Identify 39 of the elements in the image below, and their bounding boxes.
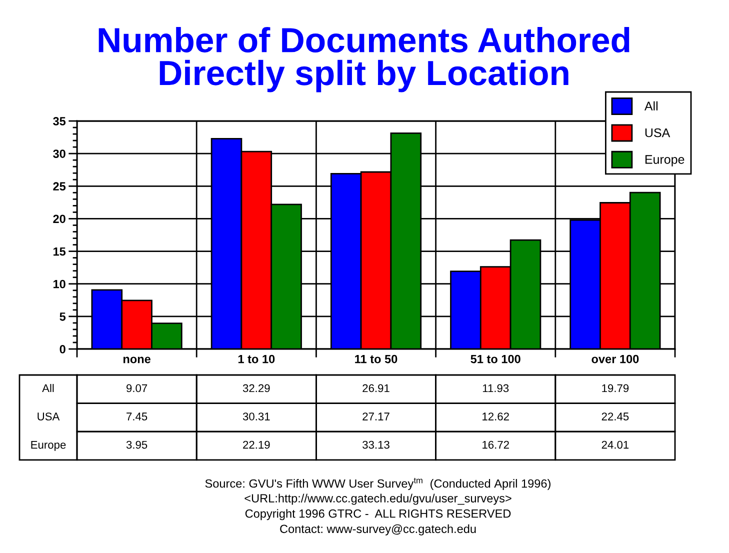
data-label: 30.31: [242, 412, 270, 420]
text: All: [42, 384, 54, 392]
y-tick-label: 35: [53, 117, 66, 126]
x-tick-label: 51 to 100: [470, 354, 520, 364]
data-label: 27.17: [362, 412, 390, 420]
y-tick-label: 0: [60, 345, 66, 354]
y-tick-label: 5: [60, 312, 66, 321]
x-tick-label: none: [123, 356, 150, 364]
text: <URL:http://www.cc.gatech.edu/gvu/user_surveys>: [244, 494, 512, 505]
text: USA: [38, 412, 60, 420]
data-label: 19.79: [602, 384, 629, 392]
y-tick-label: 10: [54, 280, 66, 288]
legend-label: All: [644, 101, 658, 110]
data-label: 12.62: [482, 412, 509, 420]
x-tick-label: 11 to 50: [355, 354, 398, 364]
legend-label: Europe: [645, 155, 684, 166]
y-tick-label: 25: [53, 182, 66, 191]
data-label: 32.29: [242, 384, 270, 392]
data-label: 3.95: [126, 440, 148, 449]
chart-title: Number of Documents Authored Directly split by Location: [98, 27, 630, 92]
data-label: 9.07: [126, 384, 148, 392]
data-label: 24.01: [602, 440, 629, 449]
text: Contact: www-survey@cc.gatech.edu: [280, 524, 476, 536]
data-label: 26.91: [362, 384, 390, 392]
text: Europe: [31, 440, 66, 451]
y-tick-label: 20: [53, 214, 66, 224]
x-tick-label: over 100: [592, 354, 639, 364]
source-note: Source: GVU's Fifth WWW User Survey$^{tm}$ (Conducted April 1996): [205, 478, 550, 490]
y-tick-label: 15: [54, 247, 66, 256]
legend-label: USA: [645, 128, 670, 138]
data-label: 11.93: [482, 384, 509, 392]
data-label: 22.45: [602, 412, 629, 420]
data-label: 7.45: [126, 412, 148, 420]
text: Copyright 1996 GTRC - ALL RIGHTS RESERVED: [245, 509, 511, 520]
data-label: 22.19: [243, 440, 270, 449]
y-tick-label: 30: [53, 150, 66, 158]
data-label: 33.13: [362, 440, 390, 449]
x-tick-label: 1 to 10: [238, 354, 275, 364]
data-label: 16.72: [482, 440, 509, 449]
